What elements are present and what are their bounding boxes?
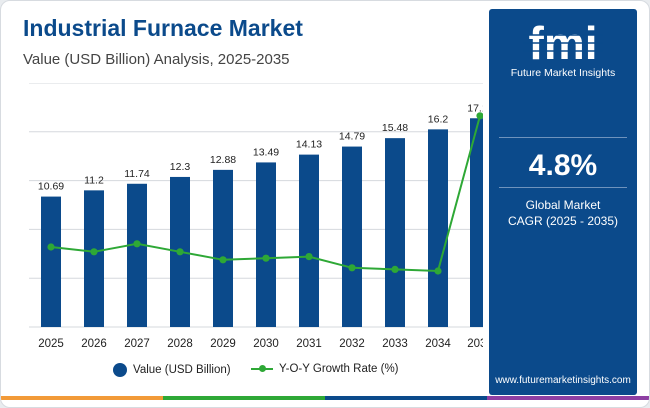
value-label-2027: 11.74 <box>124 168 150 180</box>
summary-panel: fmi Future Market Insights 4.8% Global M… <box>489 9 637 395</box>
growth-point-2029 <box>219 256 227 264</box>
value-label-2034: 16.2 <box>428 113 449 125</box>
legend-value-label: Value (USD Billion) <box>133 364 231 376</box>
value-label-2032: 14.79 <box>339 131 365 143</box>
bar-2029 <box>213 169 233 327</box>
x-tick-label-2025: 2025 <box>38 338 64 350</box>
cagr-label: Global Market CAGR (2025 - 2035) <box>489 197 637 229</box>
value-label-2030: 13.49 <box>253 146 279 158</box>
x-tick-label-2033: 2033 <box>382 338 408 350</box>
legend-line-swatch <box>251 365 273 372</box>
logo-letters: fmi <box>529 17 598 65</box>
growth-point-2034 <box>434 267 442 275</box>
growth-point-2028 <box>176 248 184 256</box>
x-tick-label-2026: 2026 <box>81 338 107 350</box>
bar-line-chart: 10.69 11.2 11.74 12.3 12.88 13.49 14.13 14.79 15… <box>29 83 483 350</box>
strip-segment-3 <box>487 396 649 400</box>
legend-item-growth: Y-O-Y Growth Rate (%) <box>251 363 399 375</box>
chart-subtitle: Value (USD Billion) Analysis, 2025-2035 <box>23 51 290 68</box>
growth-point-2027 <box>133 240 141 248</box>
value-label-2026: 11.2 <box>84 174 104 186</box>
bar-2027 <box>127 183 147 327</box>
strip-segment-1 <box>163 396 325 400</box>
bar-2034 <box>428 129 448 327</box>
strip-segment-2 <box>325 396 487 400</box>
bottom-color-strip <box>1 396 649 400</box>
cagr-label-line1: Global Market <box>525 198 601 212</box>
x-tick-label-2035: 2035 <box>467 338 483 350</box>
growth-point-2032 <box>348 264 356 272</box>
fmi-logo: fmi <box>523 17 603 65</box>
legend-growth-label: Y-O-Y Growth Rate (%) <box>279 363 399 375</box>
x-tick-label-2034: 2034 <box>425 338 451 350</box>
x-tick-label-2032: 2032 <box>339 338 365 350</box>
divider-top <box>499 137 627 138</box>
logo-tagline: Future Market Insights <box>510 67 616 79</box>
website-link[interactable]: www.futuremarketinsights.com <box>495 375 631 386</box>
cagr-label-line2: CAGR (2025 - 2035) <box>507 214 619 228</box>
value-label-2025: 10.69 <box>38 181 64 193</box>
chart-plot-area: 10.69 11.2 11.74 12.3 12.88 13.49 14.13 14.79 15… <box>7 83 483 395</box>
value-label-2033: 15.48 <box>382 122 408 134</box>
growth-point-2033 <box>391 265 399 273</box>
value-label-2031: 14.13 <box>296 139 322 151</box>
x-tick-label-2031: 2031 <box>296 338 322 350</box>
legend-item-value: Value (USD Billion) <box>113 363 231 377</box>
growth-point-2031 <box>305 253 313 261</box>
value-label-2029: 12.88 <box>210 154 236 166</box>
growth-point-2026 <box>90 248 98 256</box>
bar-2026 <box>84 190 104 327</box>
x-tick-label-2028: 2028 <box>167 338 193 350</box>
bar-2035 <box>470 118 483 327</box>
chart-title: Industrial Furnace Market <box>23 15 303 41</box>
bar-2033 <box>385 138 405 327</box>
value-label-2028: 12.3 <box>170 161 191 173</box>
growth-point-2030 <box>262 254 270 262</box>
bar-2025 <box>41 196 61 327</box>
bar-2030 <box>256 162 276 327</box>
x-tick-label-2027: 2027 <box>124 338 150 350</box>
divider-bottom <box>499 187 627 188</box>
cagr-value: 4.8% <box>528 149 598 182</box>
bar-2032 <box>342 146 362 327</box>
legend-bar-swatch <box>113 363 127 377</box>
strip-segment-0 <box>1 396 163 400</box>
growth-point-2025 <box>47 243 55 251</box>
x-tick-label-2030: 2030 <box>253 338 279 350</box>
growth-point-2035 <box>476 112 483 120</box>
x-tick-label-2029: 2029 <box>210 338 236 350</box>
value-label-2035: 17.11 <box>467 102 483 114</box>
chart-legend: Value (USD Billion) Y-O-Y Growth Rate (%… <box>1 363 489 383</box>
bar-2031 <box>299 154 319 327</box>
